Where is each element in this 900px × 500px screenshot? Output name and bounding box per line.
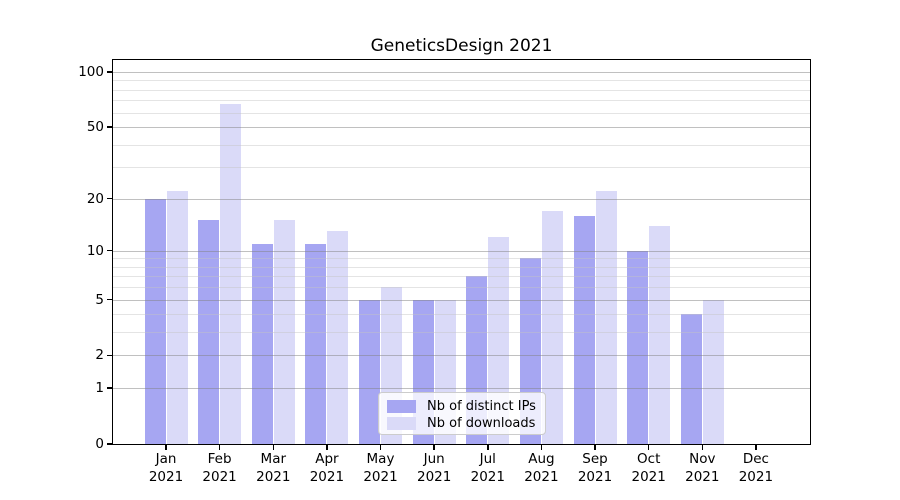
gridline-9 [113,258,810,260]
y-tick-mark [107,71,113,73]
gridline-2 [113,355,810,357]
y-tick-mark [107,197,113,200]
gridline-6 [113,287,810,289]
x-tick-label-dec: Dec 2021 [738,451,774,485]
gridline-1 [113,388,810,390]
y-tick-label-50: 50 [86,119,104,135]
bar-jan-ips [144,198,166,444]
x-tick-mark [379,444,382,450]
x-tick-mark [701,444,704,450]
y-tick-label-100: 100 [78,63,104,80]
bar-nov-ips [680,314,702,444]
bar-feb-downloads [220,103,242,444]
x-tick-label-jun: Jun 2021 [417,451,452,485]
x-tick-label-mar: Mar 2021 [256,451,291,485]
y-tick-mark [107,354,113,357]
legend-swatch-distinct-ips [387,400,416,413]
legend-label: Nb of downloads [427,415,536,431]
x-tick-label-oct: Oct 2021 [631,451,666,485]
y-tick-mark [107,387,113,389]
x-tick-label-may: May 2021 [363,451,398,485]
gridline-3 [113,332,810,334]
bar-apr-downloads [327,231,349,444]
x-tick-label-jan: Jan 2021 [148,451,184,485]
grid-layer [113,60,810,444]
x-tick-label-sep: Sep 2021 [577,451,613,485]
legend-swatch-downloads [387,417,416,430]
gridline-90 [113,80,810,82]
y-tick-label-1: 1 [95,380,104,397]
x-tick-mark [433,444,435,450]
x-tick-mark [755,444,757,450]
gridline-80 [113,89,810,91]
bar-sep-downloads [595,191,617,444]
gridline-8 [113,266,810,268]
y-tick-label-0: 0 [95,436,104,452]
gridline-7 [113,276,810,278]
y-tick-label-2: 2 [95,347,104,364]
bar-aug-downloads [541,210,563,444]
legend: Nb of distinct IPs Nb of downloads [378,392,546,435]
x-tick-label-feb: Feb 2021 [202,451,237,485]
gridline-5 [113,299,810,301]
y-tick-mark [107,443,113,445]
y-tick-label-5: 5 [95,291,104,308]
x-tick-label-apr: Apr 2021 [309,451,345,485]
x-tick-label-aug: Aug 2021 [524,451,559,485]
bar-oct-downloads [649,225,671,444]
x-tick-label-nov: Nov 2021 [685,451,720,485]
y-tick-mark [107,249,113,252]
bar-sep-ips [573,215,595,444]
x-tick-mark [647,444,650,450]
gridline-30 [113,167,810,169]
bar-apr-ips [305,243,327,444]
chart-title: GeneticsDesign 2021 [370,36,553,56]
x-tick-mark [594,444,596,450]
gridline-70 [113,100,810,102]
gridline-100 [113,71,810,73]
y-tick-mark [107,126,113,128]
bar-oct-ips [627,250,649,444]
y-tick-label-10: 10 [86,242,104,259]
y-tick-mark [107,298,113,301]
gridline-10 [113,250,810,252]
legend-row: Nb of downloads [387,415,537,432]
bar-may-ips [359,299,380,444]
x-tick-mark [487,444,489,450]
gridline-40 [113,144,810,146]
bar-mar-ips [251,243,273,444]
x-tick-label-jul: Jul 2021 [470,451,505,485]
y-tick-label-20: 20 [86,190,104,207]
x-tick-mark [165,444,167,450]
bar-jan-downloads [166,191,188,444]
gridline-20 [113,198,810,200]
gridline-60 [113,112,810,114]
x-tick-mark [326,444,328,450]
plot-area: Nb of distinct IPs Nb of downloads [112,59,811,445]
x-tick-mark [218,444,221,450]
legend-label: Nb of distinct IPs [427,398,536,414]
gridline-4 [113,314,810,316]
gridline-50 [113,127,810,128]
x-tick-mark [540,444,543,450]
bar-nov-downloads [702,299,724,444]
legend-row: Nb of distinct IPs [387,398,537,415]
x-tick-mark [272,444,274,450]
